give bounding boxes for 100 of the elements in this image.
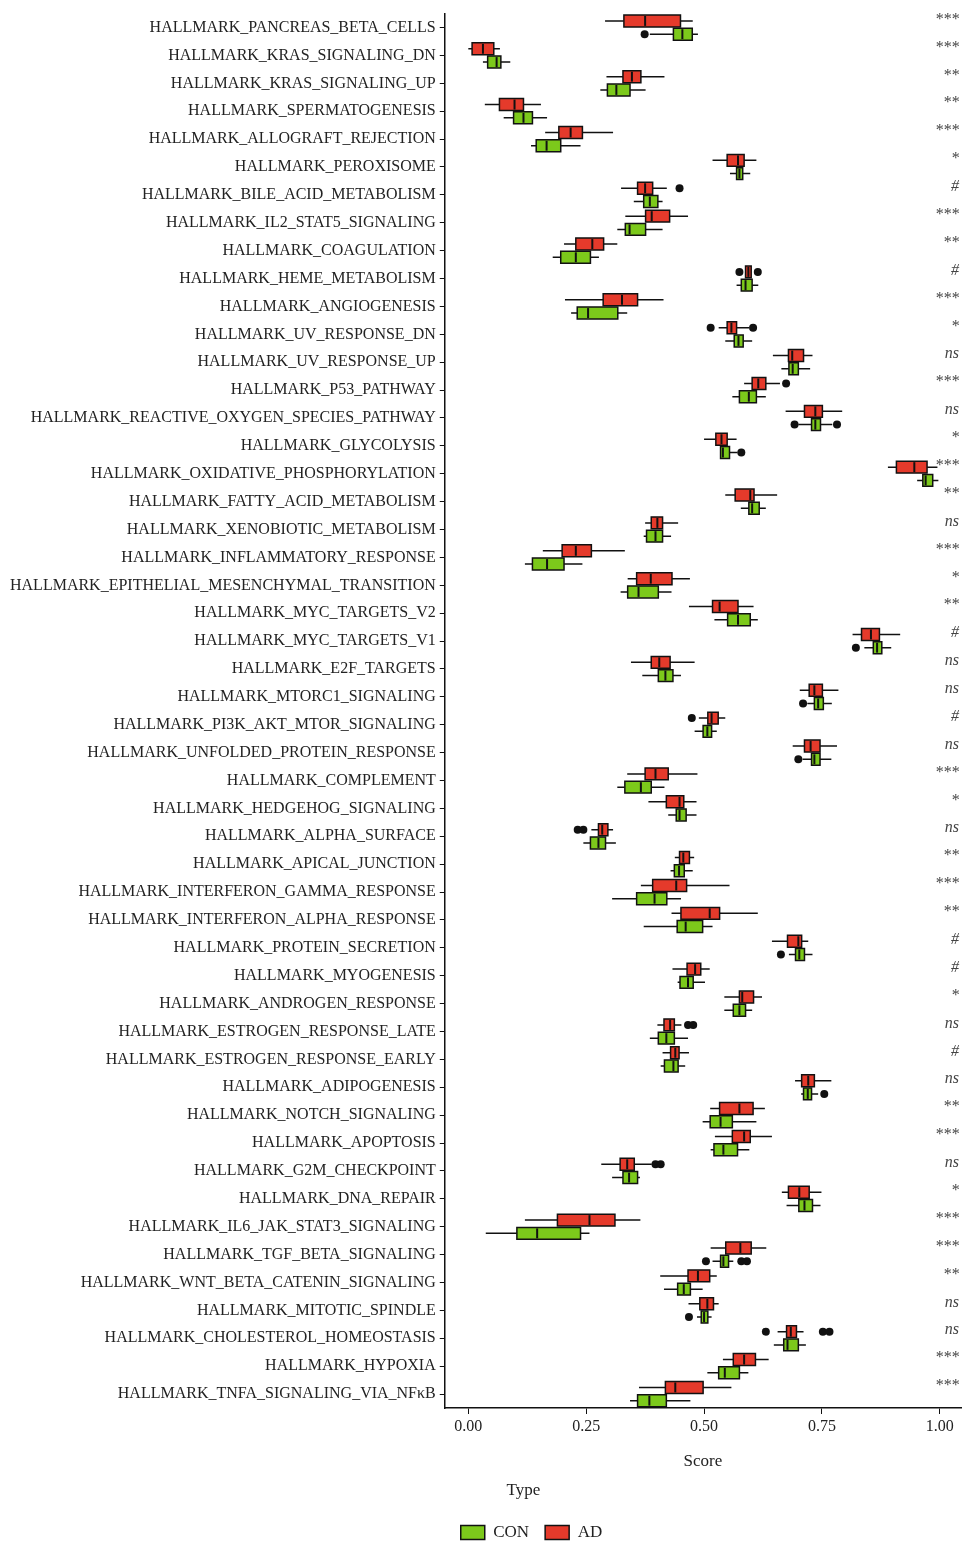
- y-tick-label: HALLMARK_G2M_CHECKPOINT: [193, 1161, 436, 1179]
- y-tick-label: HALLMARK_UNFOLDED_PROTEIN_RESPONSE: [87, 742, 436, 760]
- y-tick-label: HALLMARK_TGF_BETA_SIGNALING: [163, 1244, 437, 1262]
- annotation: **: [943, 232, 959, 250]
- annotation: ns: [944, 1320, 959, 1338]
- annotation: ***: [935, 372, 959, 390]
- annotation: ***: [935, 455, 959, 473]
- y-tick-label: HALLMARK_MYC_TARGETS_V2: [194, 603, 436, 621]
- annotation: ns: [944, 511, 959, 529]
- y-tick-label: HALLMARK_IL2_STAT5_SIGNALING: [165, 212, 437, 230]
- x-tick-label: 0.25: [572, 1416, 601, 1434]
- y-tick-label: HALLMARK_GLYCOLYSIS: [240, 436, 436, 454]
- legend-title: Type: [506, 1479, 541, 1499]
- y-tick-label: HALLMARK_P53_PATHWAY: [230, 380, 437, 398]
- y-tick-label: HALLMARK_INTERFERON_ALPHA_RESPONSE: [88, 910, 436, 928]
- annotation: ***: [935, 288, 959, 306]
- annotation: ns: [944, 1153, 959, 1171]
- y-tick-label: HALLMARK_REACTIVE_OXYGEN_SPECIES_PATHWAY: [30, 408, 437, 426]
- annotation: ***: [935, 1236, 959, 1254]
- x-tick-label: 0.50: [690, 1416, 719, 1434]
- y-tick-label: HALLMARK_ESTROGEN_RESPONSE_EARLY: [105, 1049, 437, 1067]
- annotation: ns: [944, 1013, 959, 1031]
- y-tick-label: HALLMARK_ADIPOGENESIS: [222, 1077, 436, 1095]
- annotation: ***: [935, 1376, 959, 1394]
- y-tick-label: HALLMARK_MITOTIC_SPINDLE: [196, 1300, 436, 1318]
- annotation: **: [943, 902, 959, 920]
- y-tick-label: HALLMARK_APOPTOSIS: [252, 1133, 436, 1151]
- y-tick-label: HALLMARK_COMPLEMENT: [226, 770, 436, 788]
- y-tick-label: HALLMARK_HEME_METABOLISM: [179, 268, 436, 286]
- y-tick-label: HALLMARK_MYOGENESIS: [233, 965, 436, 983]
- x-tick-label: 1.00: [925, 1416, 954, 1434]
- annotation: ***: [935, 762, 959, 780]
- y-tick-label: HALLMARK_XENOBIOTIC_METABOLISM: [126, 519, 436, 537]
- y-tick-label: HALLMARK_OXIDATIVE_PHOSPHORYLATION: [90, 463, 437, 481]
- y-tick-label: HALLMARK_UV_RESPONSE_DN: [194, 324, 437, 342]
- y-tick-label: HALLMARK_MTORC1_SIGNALING: [177, 687, 437, 705]
- y-tick-label: HALLMARK_PANCREAS_BETA_CELLS: [149, 17, 436, 35]
- y-tick-label: HALLMARK_PROTEIN_SECRETION: [173, 938, 437, 956]
- y-tick-label: HALLMARK_HYPOXIA: [265, 1356, 437, 1374]
- y-tick-label: HALLMARK_PI3K_AKT_MTOR_SIGNALING: [113, 714, 437, 732]
- annotation: *: [951, 985, 959, 1003]
- annotation: **: [943, 1097, 959, 1115]
- y-tick-label: HALLMARK_ANDROGEN_RESPONSE: [159, 993, 436, 1011]
- y-tick-label: HALLMARK_INTERFERON_GAMMA_RESPONSE: [78, 882, 436, 900]
- annotation: **: [943, 1264, 959, 1282]
- y-tick-label: HALLMARK_CHOLESTEROL_HOMEOSTASIS: [104, 1328, 436, 1346]
- annotation: *: [951, 1181, 959, 1199]
- y-tick-label: HALLMARK_ALLOGRAFT_REJECTION: [148, 129, 437, 147]
- annotation: *: [951, 149, 959, 167]
- annotation: ***: [935, 1208, 959, 1226]
- x-tick-label: 0.75: [807, 1416, 836, 1434]
- annotation: ***: [935, 37, 959, 55]
- y-tick-label: HALLMARK_COAGULATION: [222, 240, 437, 258]
- annotation: #: [951, 706, 960, 724]
- annotation: **: [943, 595, 959, 613]
- annotation: ns: [944, 1069, 959, 1087]
- y-tick-label: HALLMARK_WNT_BETA_CATENIN_SIGNALING: [80, 1272, 437, 1290]
- annotation: **: [943, 483, 959, 501]
- y-tick-label: HALLMARK_SPERMATOGENESIS: [188, 101, 436, 119]
- y-tick-label: HALLMARK_HEDGEHOG_SIGNALING: [153, 798, 437, 816]
- annotation: ***: [935, 1348, 959, 1366]
- annotation: #: [951, 623, 960, 641]
- annotation: ns: [944, 734, 959, 752]
- y-tick-label: HALLMARK_E2F_TARGETS: [231, 659, 436, 677]
- annotation: #: [951, 957, 960, 975]
- y-tick-label: HALLMARK_EPITHELIAL_MESENCHYMAL_TRANSITION: [10, 575, 437, 593]
- y-tick-label: HALLMARK_KRAS_SIGNALING_UP: [170, 73, 436, 91]
- y-tick-label: HALLMARK_FATTY_ACID_METABOLISM: [128, 491, 436, 509]
- annotation: ns: [944, 818, 959, 836]
- annotation: ns: [944, 679, 959, 697]
- y-tick-label: HALLMARK_IL6_JAK_STAT3_SIGNALING: [128, 1216, 437, 1234]
- annotation: ns: [944, 651, 959, 669]
- annotation: ***: [935, 539, 959, 557]
- y-tick-label: HALLMARK_MYC_TARGETS_V1: [194, 631, 436, 649]
- annotation: ***: [935, 204, 959, 222]
- legend-label: AD: [577, 1521, 603, 1541]
- annotation: **: [943, 65, 959, 83]
- annotation: #: [951, 177, 960, 195]
- legend-label: CON: [493, 1521, 530, 1541]
- annotation: ns: [944, 344, 959, 362]
- annotation: #: [951, 260, 960, 278]
- annotation: #: [951, 930, 960, 948]
- annotation: ***: [935, 9, 959, 27]
- y-tick-label: HALLMARK_DNA_REPAIR: [238, 1189, 437, 1207]
- y-tick-label: HALLMARK_ESTROGEN_RESPONSE_LATE: [118, 1021, 436, 1039]
- x-axis-title: Score: [683, 1450, 723, 1470]
- y-tick-label: HALLMARK_ALPHA_SURFACE: [204, 826, 436, 844]
- annotation: **: [943, 93, 959, 111]
- annotation: ***: [935, 121, 959, 139]
- y-tick-label: HALLMARK_NOTCH_SIGNALING: [186, 1105, 437, 1123]
- annotation: *: [951, 428, 959, 446]
- annotation: *: [951, 316, 959, 334]
- annotation: **: [943, 846, 959, 864]
- annotation: ***: [935, 1125, 959, 1143]
- y-tick-label: HALLMARK_PEROXISOME: [234, 157, 436, 175]
- y-tick-label: HALLMARK_KRAS_SIGNALING_DN: [168, 45, 437, 63]
- y-tick-label: HALLMARK_APICAL_JUNCTION: [193, 854, 437, 872]
- y-tick-label: HALLMARK_ANGIOGENESIS: [219, 296, 436, 314]
- y-tick-label: HALLMARK_TNFA_SIGNALING_VIA_NFκB: [117, 1384, 436, 1402]
- y-tick-label: HALLMARK_UV_RESPONSE_UP: [197, 352, 436, 370]
